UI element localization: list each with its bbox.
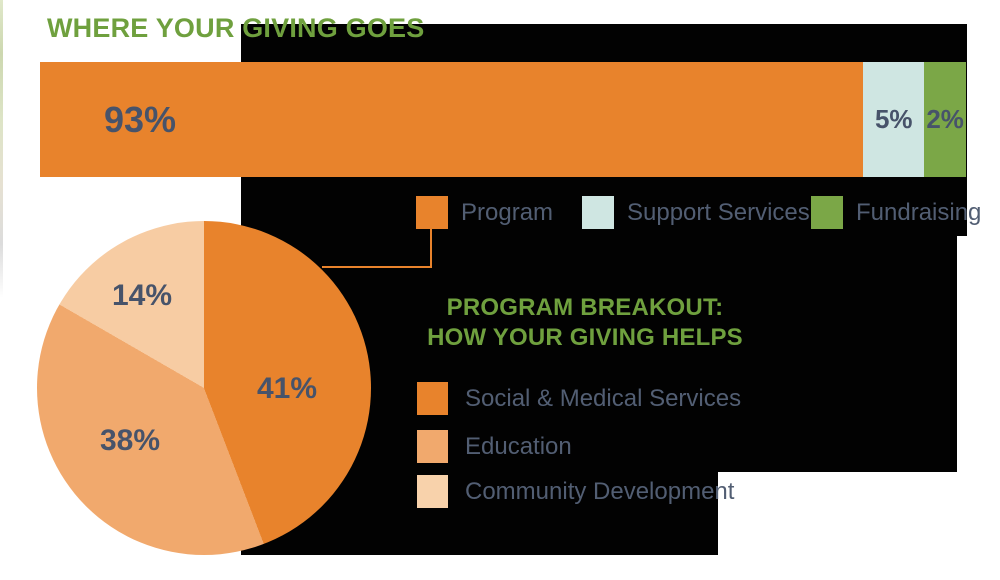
bar-value-label: 5% — [874, 104, 913, 134]
legend-item-support-services: Support Services — [582, 196, 810, 229]
legend-item-community-development: Community Development — [417, 475, 734, 508]
legend-item-fundraising: Fundraising — [811, 196, 981, 229]
community-development-swatch — [417, 475, 448, 508]
pie-label-social-medical: 41% — [256, 372, 318, 405]
education-swatch — [417, 430, 448, 463]
page-edge-artifact — [0, 0, 3, 298]
fundraising-swatch — [811, 196, 843, 229]
bar-value-label: 93% — [104, 98, 177, 140]
pie-label-community-development: 14% — [111, 279, 173, 312]
legend-item-program: Program — [416, 196, 553, 229]
breakout-title: PROGRAM BREAKOUT: HOW YOUR GIVING HELPS — [410, 293, 760, 353]
legend-item-social-medical-services: Social & Medical Services — [417, 382, 741, 415]
program-breakout-pie-chart: 41% 38% 14% — [37, 221, 371, 555]
legend-label-social-medical-services: Social & Medical Services — [465, 384, 742, 412]
legend-item-education: Education — [417, 430, 572, 463]
bar-value-label: 2% — [926, 104, 964, 134]
legend-label-support-services: Support Services — [627, 198, 810, 226]
stacked-bar-chart: 93% 5% 2% — [40, 62, 966, 177]
bar-segment-program: 93% — [40, 62, 864, 177]
bar-segment-fundraising: 2% — [924, 62, 966, 177]
program-connector-vertical — [430, 229, 432, 267]
support-services-swatch — [582, 196, 614, 229]
breakout-title-line2: HOW YOUR GIVING HELPS — [427, 324, 743, 351]
legend-label-community-development: Community Development — [465, 477, 735, 505]
bar-segment-support-services: 5% — [863, 62, 925, 177]
legend-label-education: Education — [465, 432, 572, 460]
program-swatch — [416, 196, 448, 229]
breakout-title-line1: PROGRAM BREAKOUT: — [446, 294, 724, 321]
legend-label-fundraising: Fundraising — [856, 198, 982, 226]
social-medical-services-swatch — [417, 382, 448, 415]
legend-label-program: Program — [461, 198, 554, 226]
main-title: WHERE YOUR GIVING GOES — [47, 13, 425, 43]
pie-label-education: 38% — [99, 424, 161, 457]
program-connector-horizontal — [322, 266, 432, 268]
